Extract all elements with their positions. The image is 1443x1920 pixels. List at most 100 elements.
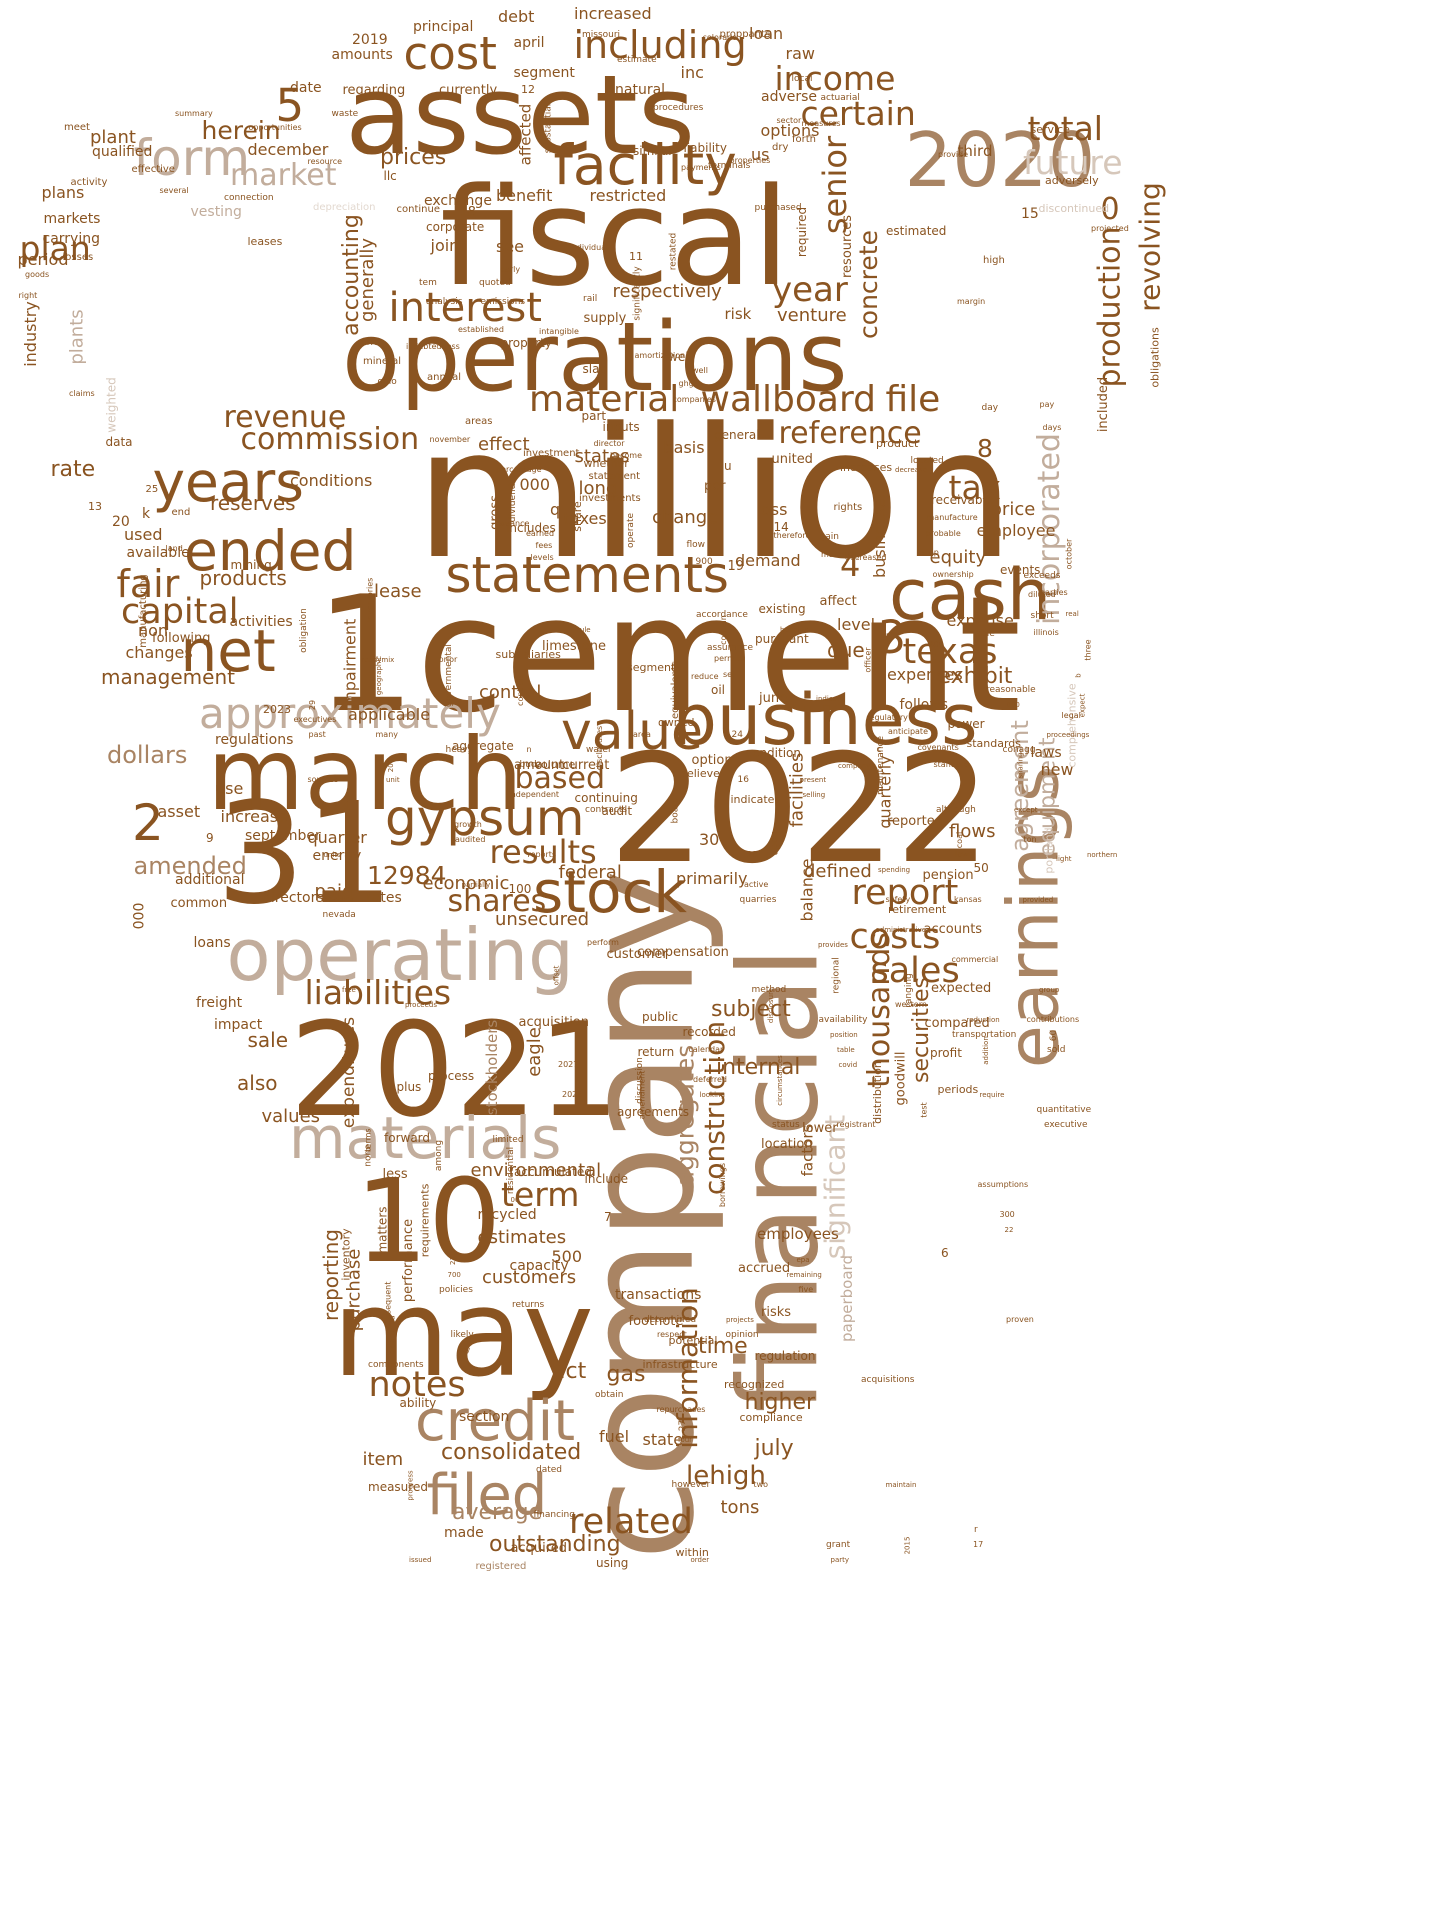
cloud-word: recognized	[724, 1377, 785, 1391]
cloud-word: upon	[769, 830, 781, 856]
cloud-word: owned	[658, 715, 695, 729]
cloud-word: includes	[506, 521, 556, 535]
cloud-word: analysis	[426, 296, 463, 307]
cloud-word: anticipate	[888, 727, 928, 736]
cloud-word: respect	[657, 1330, 687, 1339]
cloud-word: issuance	[494, 519, 530, 528]
cloud-word: infrastructure	[642, 1357, 718, 1371]
cloud-word: margin	[957, 297, 986, 306]
cloud-word: able	[975, 628, 995, 639]
cloud-word: debt	[498, 7, 535, 26]
cloud-word: 8	[977, 433, 993, 463]
cloud-word: r	[974, 1524, 978, 1535]
cloud-word: executive	[1044, 1119, 1088, 1130]
cloud-word: regulation	[754, 1349, 816, 1363]
cloud-word: matters	[375, 1206, 390, 1254]
cloud-word: taxes	[563, 509, 607, 528]
cloud-word: reported	[887, 813, 943, 829]
cloud-word: statement	[588, 471, 640, 482]
cloud-word: 13	[88, 499, 102, 513]
cloud-word: reference	[778, 416, 922, 451]
cloud-word: basis	[663, 438, 705, 457]
cloud-word: selling	[802, 790, 826, 799]
cloud-word: herein	[201, 115, 281, 145]
cloud-word: 2015	[903, 1536, 912, 1554]
cloud-word: environmental	[470, 1160, 602, 1181]
cloud-word: determined	[644, 1314, 697, 1325]
cloud-word: loan	[749, 24, 784, 43]
cloud-word: group	[1039, 985, 1060, 994]
cloud-word: price	[990, 499, 1036, 520]
cloud-word: 000	[130, 902, 147, 930]
cloud-word: location	[761, 1136, 813, 1152]
cloud-word: amortization	[634, 351, 686, 360]
cloud-word: respectively	[612, 281, 722, 302]
cloud-word: real	[1065, 609, 1079, 618]
cloud-word: risk	[724, 304, 752, 323]
cloud-word: terms	[363, 1128, 373, 1152]
cloud-word: 25	[145, 484, 159, 495]
cloud-word: aggregate	[452, 739, 514, 753]
cloud-word: prior	[438, 655, 458, 664]
cloud-word: higher	[744, 1390, 816, 1415]
cloud-word: value	[561, 702, 704, 762]
cloud-word: properties	[729, 156, 771, 165]
cloud-word: gas	[606, 1362, 646, 1387]
cloud-word: 2	[132, 794, 164, 852]
cloud-word: among	[433, 1139, 444, 1171]
cloud-word: land	[165, 544, 183, 553]
cloud-word: energy	[312, 848, 362, 864]
cloud-word: restated	[668, 232, 679, 270]
cloud-word: segment	[513, 65, 575, 81]
cloud-word: stockholders	[482, 1019, 501, 1115]
cloud-word: changes	[125, 643, 193, 662]
cloud-word: transportation	[952, 1029, 1017, 1040]
cloud-word: payments	[681, 163, 721, 172]
cloud-word: capacity	[509, 1258, 569, 1274]
cloud-word: sources	[307, 775, 339, 784]
cloud-word: comprehensive	[1065, 682, 1079, 768]
cloud-word: net	[180, 617, 276, 685]
cloud-word: control	[479, 682, 542, 703]
cloud-word: 12984	[367, 860, 447, 890]
cloud-word: active	[744, 880, 769, 889]
cloud-word: proceedings	[1046, 730, 1090, 739]
cloud-word: liability	[683, 141, 727, 155]
cloud-word: returns	[512, 1299, 545, 1310]
cloud-word: texas	[902, 631, 998, 672]
cloud-word: available	[126, 545, 190, 561]
cloud-word: facilities	[785, 752, 807, 828]
cloud-word: freight	[196, 995, 243, 1011]
cloud-word: profit	[930, 1046, 962, 1060]
cloud-word: vesting	[190, 204, 242, 220]
cloud-word: estimated	[886, 224, 947, 238]
cloud-word: parties	[1040, 588, 1068, 597]
cloud-word: equivalents	[670, 660, 682, 720]
cloud-word: public	[642, 1010, 679, 1024]
cloud-word: included	[1095, 376, 1111, 432]
cloud-word: share	[570, 500, 584, 532]
cloud-word: 900	[695, 556, 713, 567]
cloud-word: 29	[308, 699, 318, 711]
cloud-word: intangible	[539, 327, 579, 336]
cloud-word: provides	[818, 940, 848, 949]
cloud-word: indicate	[816, 694, 844, 703]
cloud-word: exceeds	[1023, 570, 1061, 581]
cloud-word: western	[895, 1000, 927, 1009]
cloud-word: expense	[946, 611, 1014, 630]
cloud-word: early	[500, 265, 521, 274]
cloud-word: 28	[747, 850, 758, 859]
cloud-word: lehigh	[686, 1461, 766, 1491]
cloud-word: laws	[1030, 745, 1062, 761]
cloud-word: controls	[515, 674, 525, 706]
cloud-word: local	[791, 73, 813, 84]
cloud-word: see	[496, 237, 525, 256]
cloud-word: future	[1023, 142, 1123, 182]
cloud-word: ability	[399, 1396, 437, 1410]
cloud-word: activities	[229, 614, 293, 630]
cloud-word: benefits	[780, 625, 809, 634]
cloud-word: exhibit	[937, 664, 1013, 689]
cloud-word: contracts	[585, 804, 628, 815]
cloud-word: industry	[20, 301, 40, 367]
cloud-word: five	[798, 1285, 814, 1294]
